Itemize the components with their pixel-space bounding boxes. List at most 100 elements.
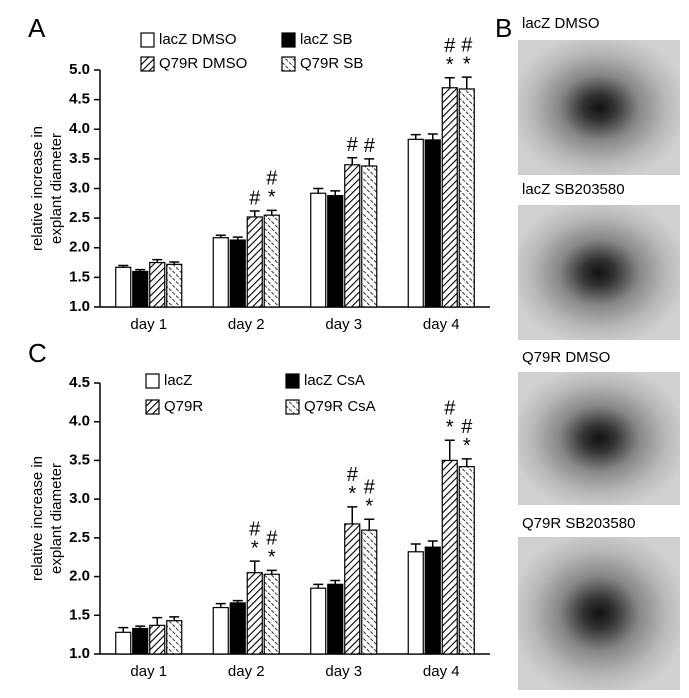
legend-label: Q79R SB — [300, 55, 363, 72]
photo — [518, 40, 680, 175]
error-bar — [232, 599, 243, 603]
error-bar — [313, 187, 324, 194]
legend-label: lacZ — [164, 372, 192, 389]
bar — [132, 627, 149, 655]
photo-caption: Q79R DMSO — [522, 349, 610, 366]
significance-mark: # — [249, 187, 261, 209]
legend-swatch — [285, 373, 300, 389]
legend-swatch — [281, 56, 296, 72]
y-tick-label: 4.0 — [69, 120, 90, 137]
significance-mark: # — [347, 464, 359, 486]
y-tick-label: 5.0 — [69, 61, 90, 78]
error-bar — [410, 543, 421, 552]
y-tick-label: 2.5 — [69, 529, 90, 546]
photo — [518, 205, 680, 340]
error-bar — [461, 76, 472, 89]
bar — [344, 523, 361, 655]
error-bar — [249, 560, 260, 573]
y-tick-label: 3.0 — [69, 179, 90, 196]
error-bar — [330, 190, 341, 196]
legend-label: Q79R DMSO — [159, 55, 247, 72]
y-tick-label: 4.5 — [69, 91, 90, 108]
bar — [166, 620, 183, 655]
error-bar — [215, 602, 226, 608]
bar — [407, 551, 424, 655]
bar — [441, 87, 458, 308]
error-bar — [169, 261, 180, 265]
error-bar — [427, 133, 438, 140]
error-bar — [364, 518, 375, 531]
photo-panel: B lacZ DMSO lacZ SB203580 Q79R DMSO Q79R… — [495, 13, 680, 690]
legend-swatch — [140, 32, 155, 48]
significance-mark: * — [446, 54, 454, 76]
bar — [212, 237, 229, 308]
significance-mark: # — [364, 135, 376, 157]
y-tick-label: 1.0 — [69, 645, 90, 662]
significance-mark: # — [461, 416, 473, 438]
bar — [310, 192, 327, 308]
bar — [166, 263, 183, 308]
y-tick-label: 2.0 — [69, 568, 90, 585]
bar — [310, 587, 327, 655]
x-tick-label: day 4 — [423, 663, 460, 680]
bar — [344, 164, 361, 308]
legend-swatch — [140, 56, 155, 72]
photo-caption: lacZ DMSO — [522, 15, 600, 32]
error-bar — [118, 264, 129, 268]
bar — [149, 261, 166, 308]
bar — [407, 138, 424, 308]
x-tick-label: day 3 — [325, 663, 362, 680]
bar — [424, 139, 441, 308]
y-axis-label: explant diameter — [48, 463, 65, 574]
bar — [246, 216, 263, 308]
legend-swatch — [145, 373, 160, 389]
photo-caption: lacZ SB203580 — [522, 181, 625, 198]
y-tick-label: 4.0 — [69, 413, 90, 430]
significance-mark: # — [444, 398, 456, 420]
legend-swatch — [145, 399, 160, 415]
y-tick-label: 2.5 — [69, 209, 90, 226]
y-tick-label: 3.5 — [69, 451, 90, 468]
bar — [458, 88, 475, 308]
error-bar — [461, 458, 472, 467]
panel-label: C — [28, 338, 47, 368]
significance-mark: * — [268, 547, 276, 569]
legend-label: Q79R — [164, 398, 203, 415]
legend-label: lacZ DMSO — [159, 31, 237, 48]
error-bar — [364, 158, 375, 166]
bar — [441, 459, 458, 655]
bar — [246, 572, 263, 655]
error-bar — [410, 133, 421, 140]
bar — [229, 239, 246, 308]
significance-mark: # — [249, 518, 261, 540]
bar — [229, 602, 246, 655]
bar — [327, 195, 344, 308]
error-bar — [347, 506, 358, 524]
error-bar — [427, 540, 438, 548]
y-tick-label: 2.0 — [69, 239, 90, 256]
error-bar — [118, 626, 129, 633]
bar — [458, 466, 475, 655]
significance-mark: # — [347, 134, 359, 156]
error-bar — [266, 209, 277, 216]
photo — [518, 537, 680, 690]
bar — [115, 266, 132, 308]
y-axis-label: explant diameter — [48, 133, 65, 244]
error-bar — [152, 258, 163, 263]
y-tick-label: 3.0 — [69, 490, 90, 507]
y-tick-label: 1.5 — [69, 268, 90, 285]
error-bar — [152, 616, 163, 626]
error-bar — [266, 569, 277, 575]
legend-swatch — [281, 32, 296, 48]
panel-label: A — [28, 13, 46, 43]
x-tick-label: day 1 — [130, 663, 167, 680]
y-axis-label: relative increase in — [29, 456, 46, 581]
bar — [212, 606, 229, 655]
significance-mark: # — [364, 477, 376, 499]
y-tick-label: 4.5 — [69, 374, 90, 391]
x-tick-label: day 1 — [130, 316, 167, 333]
significance-mark: * — [365, 496, 373, 518]
bar — [327, 583, 344, 655]
significance-mark: # — [444, 35, 456, 57]
bar — [424, 546, 441, 655]
